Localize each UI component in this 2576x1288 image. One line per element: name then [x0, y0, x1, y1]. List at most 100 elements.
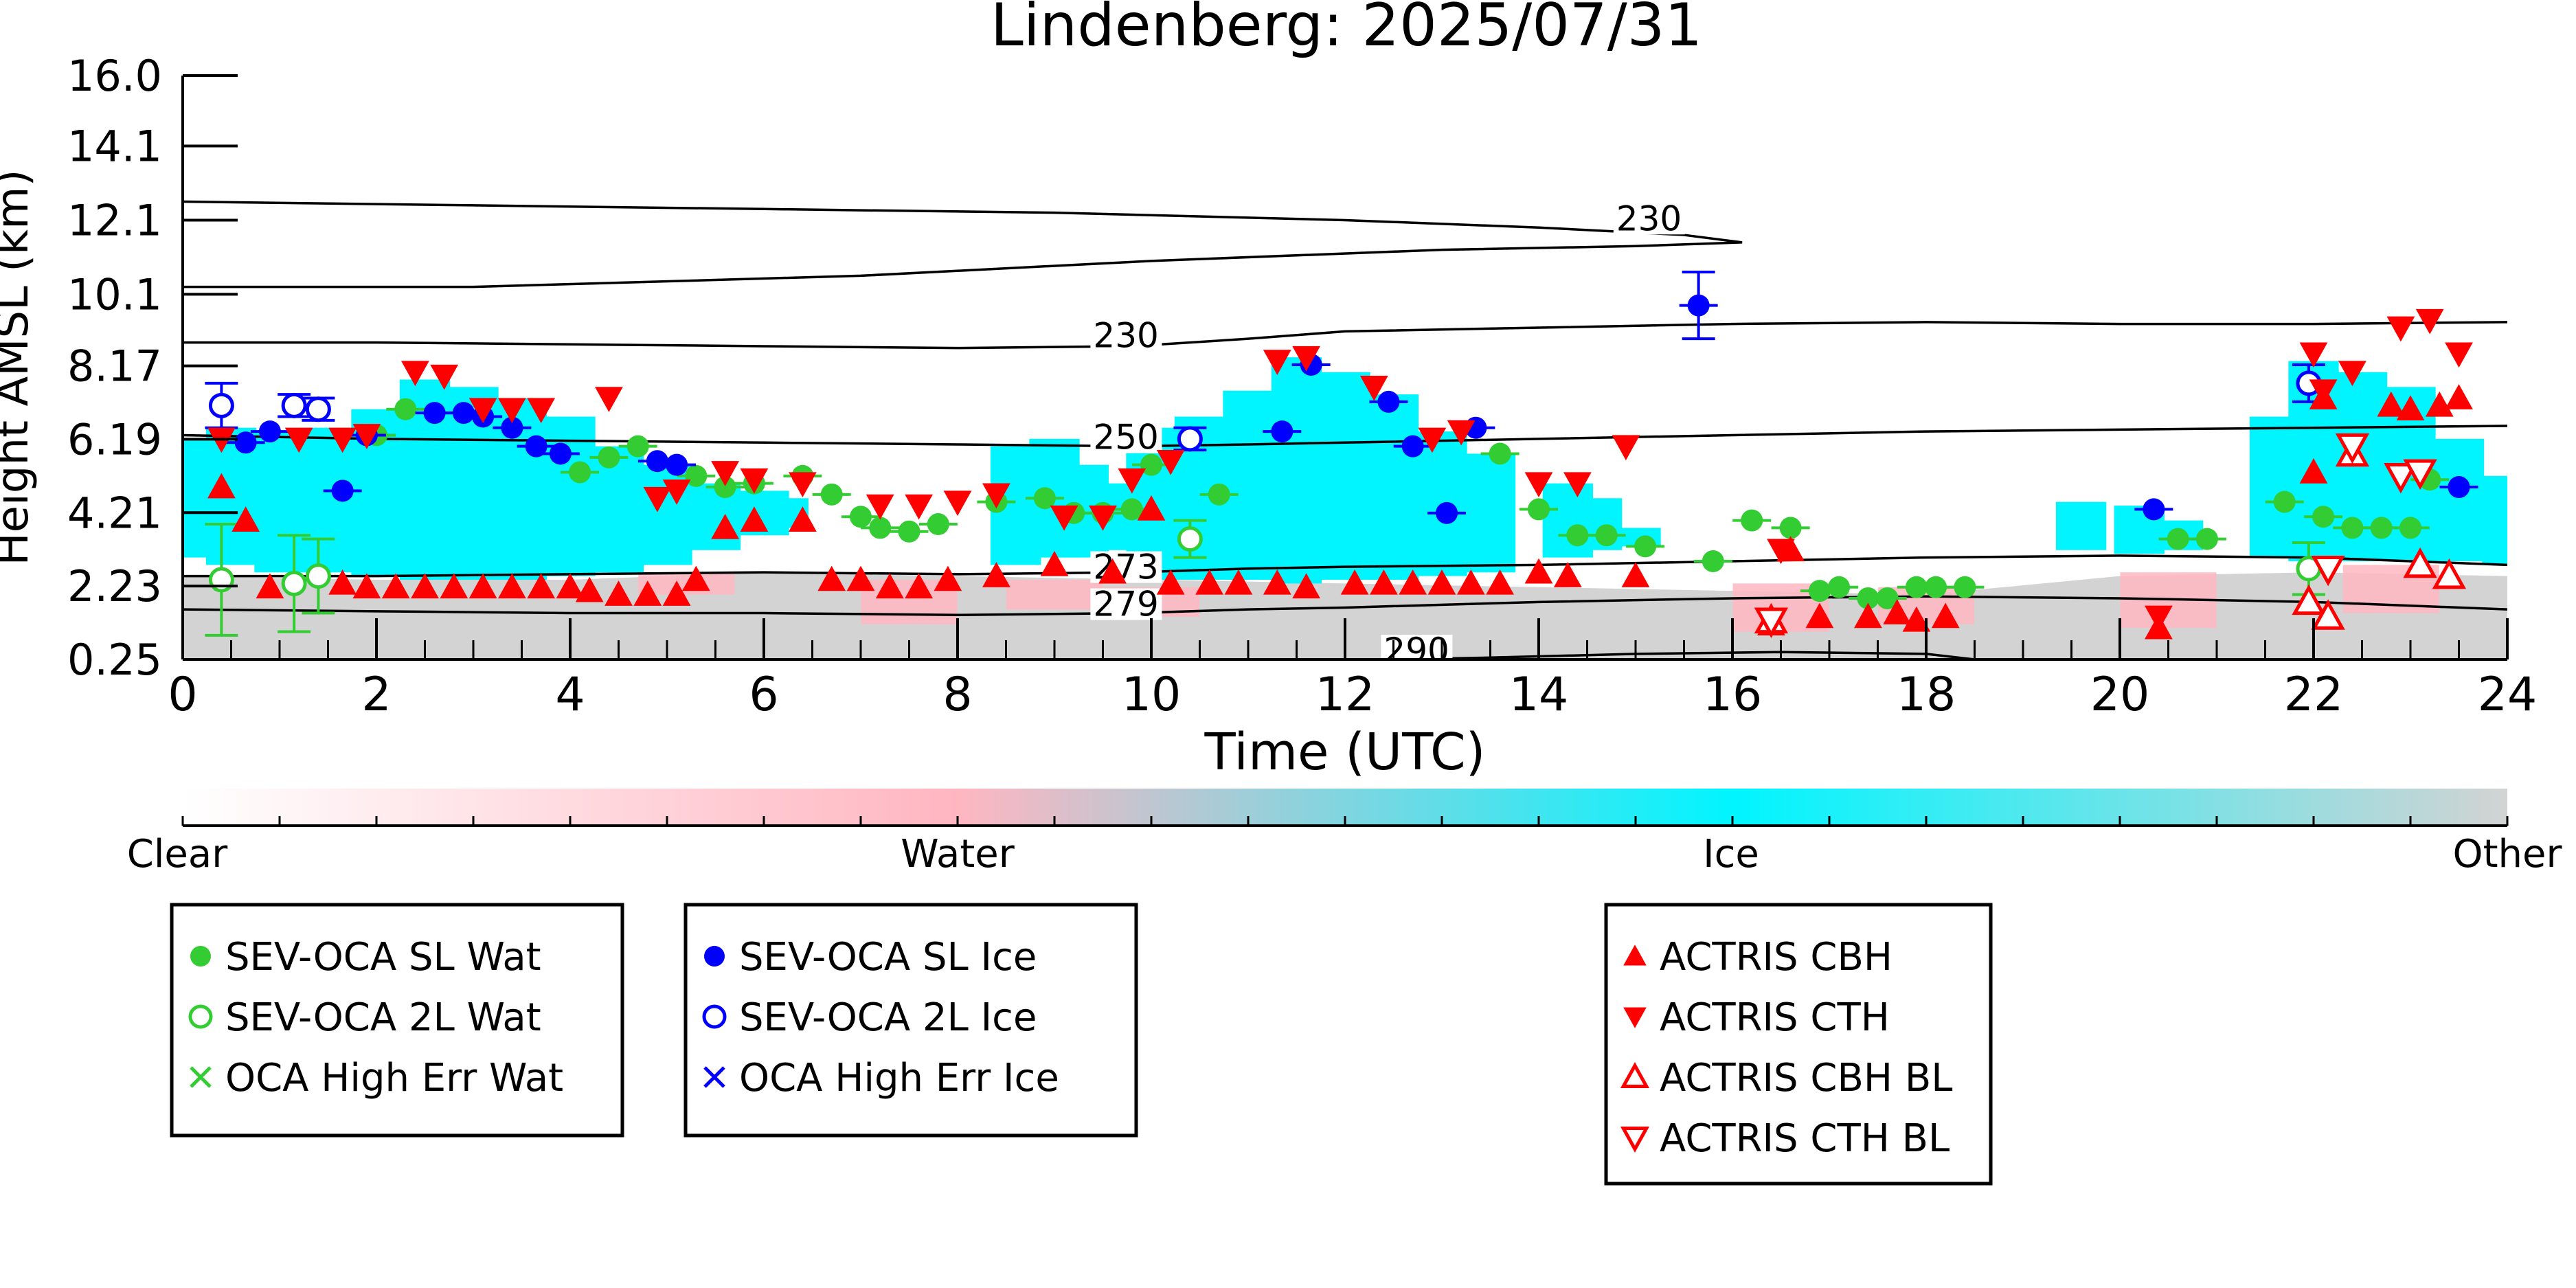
- colorbar-label-clear: Clear: [127, 832, 228, 877]
- cloud-ice-column: [2433, 438, 2485, 561]
- marker-actris-cbh: [1370, 569, 1398, 595]
- marker-sev-oca-2l-ice: [305, 396, 331, 422]
- marker-actris-cbh: [1805, 602, 1834, 629]
- marker-actris-cbh: [1902, 606, 1931, 632]
- marker-actris-cbh: [1854, 602, 1882, 629]
- cloud-ice-column: [1271, 357, 1322, 584]
- marker-actris-cbh: [1456, 569, 1485, 595]
- marker-sev-oca-sl-ice: [331, 479, 354, 502]
- marker-actris-cbh: [740, 506, 769, 532]
- marker-actris-cbh-bl: [2403, 547, 2437, 578]
- marker-actris-cbh: [1931, 602, 1960, 629]
- marker-sev-oca-sl-wat: [598, 446, 620, 468]
- contour-line: [183, 595, 2507, 616]
- legend-box-3: ACTRIS CBH ACTRIS CTH ACTRIS CBH BL ACTRIS …: [1604, 903, 1993, 1186]
- x-tick-label: 8: [942, 668, 972, 722]
- marker-sev-oca-sl-wat: [569, 461, 591, 484]
- marker-actris-cth: [2445, 342, 2473, 368]
- colorbar-label-other: Other: [2452, 832, 2562, 877]
- legend-label: SEV-OCA 2L Wat: [225, 995, 541, 1040]
- contour-label: 230: [1093, 315, 1158, 355]
- x-tick-label: 14: [1509, 668, 1569, 722]
- marker-sev-oca-sl-wat: [1808, 580, 1831, 602]
- marker-actris-cbh: [1883, 599, 1912, 624]
- marker-actris-cbh: [789, 506, 817, 532]
- marker-actris-cth: [430, 364, 459, 390]
- legend-item: ACTRIS CTH BL: [1620, 1116, 1950, 1161]
- marker-sev-oca-sl-wat: [1140, 453, 1162, 476]
- marker-actris-cth-bl: [2335, 433, 2370, 464]
- x-tick-label: 24: [2478, 668, 2538, 722]
- marker-actris-cbh: [1621, 562, 1650, 587]
- marker-sev-oca-sl-wat: [1828, 576, 1851, 598]
- marker-sev-oca-sl-wat: [626, 435, 649, 457]
- marker-actris-cbh: [328, 569, 357, 595]
- y-tick-label: 4.21: [67, 488, 162, 538]
- legend-marker: [702, 1004, 727, 1029]
- marker-sev-oca-sl-ice: [423, 402, 446, 425]
- x-tick-label: 16: [1703, 668, 1763, 722]
- marker-actris-cth: [1612, 435, 1640, 461]
- marker-actris-cbh-bl: [2292, 584, 2326, 615]
- x-tick-label: 12: [1315, 668, 1375, 722]
- y-tick-label: 2.23: [67, 561, 162, 611]
- legend-item: ACTRIS CBH: [1623, 935, 1893, 980]
- contour-label: 279: [1093, 585, 1158, 624]
- legend-label: ACTRIS CTH: [1660, 995, 1890, 1040]
- legend-label: ACTRIS CTH BL: [1660, 1116, 1950, 1161]
- legend-box-2: SEV-OCA SL Ice SEV-OCA 2L Ice OCA High Err…: [683, 903, 1138, 1138]
- x-tick-label: 10: [1122, 668, 1182, 722]
- contour-label: 250: [1093, 418, 1158, 457]
- legend-marker: [188, 1004, 213, 1029]
- marker-sev-oca-sl-ice: [666, 453, 688, 476]
- marker-sev-oca-sl-ice: [258, 420, 281, 443]
- marker-actris-cbh: [2299, 458, 2328, 484]
- marker-sev-oca-sl-wat: [2312, 506, 2335, 528]
- marker-actris-cth: [2386, 316, 2415, 342]
- x-tick-label: 6: [749, 668, 778, 722]
- legend-item: OCA High Err Wat: [190, 1056, 563, 1100]
- marker-sev-oca-sl-ice: [2448, 476, 2470, 499]
- cloud-ice-column: [1465, 453, 1516, 573]
- cloud-ice-column: [183, 438, 208, 558]
- marker-sev-oca-sl-wat: [1876, 587, 1899, 609]
- marker-sev-oca-sl-wat: [1566, 524, 1589, 547]
- marker-actris-cth: [595, 387, 623, 412]
- marker-sev-oca-sl-wat: [1857, 587, 1879, 609]
- marker-sev-oca-sl-wat: [1634, 535, 1657, 558]
- marker-sev-oca-2l-wat: [281, 570, 307, 596]
- marker-sev-oca-sl-wat: [1528, 498, 1550, 521]
- marker-sev-oca-2l-ice: [208, 392, 234, 418]
- y-axis-label: Height AMSL (km): [0, 170, 38, 566]
- marker-actris-cth: [662, 479, 691, 505]
- legend-label: SEV-OCA 2L Ice: [739, 995, 1037, 1040]
- marker-actris-cbh: [1156, 569, 1185, 595]
- legend-item: SEV-OCA SL Ice: [704, 935, 1037, 980]
- cloud-ice-column: [1320, 372, 1370, 580]
- marker-actris-cbh: [1137, 495, 1166, 521]
- marker-actris-cbh: [498, 573, 526, 599]
- marker-actris-cth: [789, 472, 817, 498]
- legend-item: ACTRIS CBH BL: [1620, 1056, 1952, 1100]
- legend-marker: [704, 946, 725, 967]
- contour-line: [1393, 651, 1975, 659]
- colorbar-label-ice: Ice: [1703, 832, 1759, 877]
- marker-actris-cbh: [411, 573, 439, 599]
- x-tick-label: 2: [361, 668, 391, 722]
- marker-sev-oca-sl-ice: [1271, 420, 1293, 443]
- y-tick-label: 12.1: [67, 195, 162, 245]
- marker-actris-cbh: [1292, 573, 1320, 599]
- marker-sev-oca-sl-wat: [394, 398, 417, 420]
- marker-actris-cth: [1563, 472, 1592, 498]
- marker-actris-cbh: [468, 573, 497, 599]
- legends: SEV-OCA SL Wat SEV-OCA 2L Wat OCA High Err…: [170, 903, 1993, 1186]
- y-tick-label: 8.17: [67, 341, 162, 392]
- legend-frame: [683, 903, 1138, 1138]
- marker-actris-cbh: [1195, 569, 1223, 595]
- marker-actris-cbh: [982, 562, 1010, 587]
- marker-actris-cbh: [1399, 569, 1427, 595]
- marker-sev-oca-sl-wat: [1905, 576, 1928, 598]
- marker-sev-oca-sl-wat: [714, 476, 736, 499]
- marker-actris-cth: [1263, 350, 1291, 375]
- marker-actris-cth: [1292, 346, 1320, 372]
